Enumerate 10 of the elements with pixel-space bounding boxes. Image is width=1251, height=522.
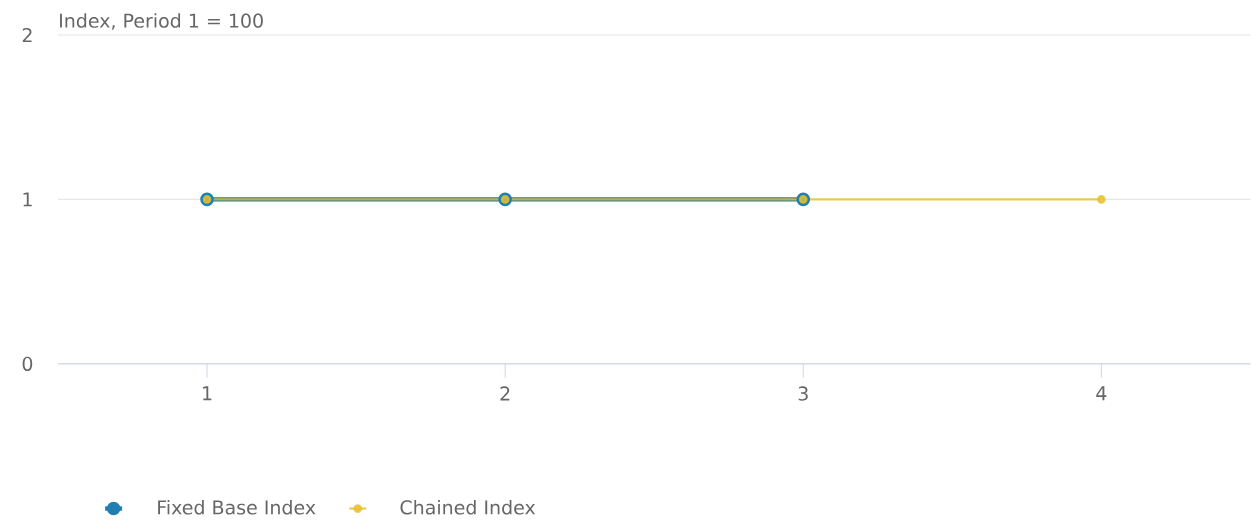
legend-label: Chained Index [400, 500, 536, 515]
y-tick-label: 1 [23, 192, 32, 207]
legend-label: Fixed Base Index [158, 500, 316, 515]
x-tick-label: 1 [203, 386, 212, 401]
y-tick-label: 2 [22, 28, 32, 43]
x-tick-label: 3 [798, 386, 808, 401]
x-tick-label: 4 [1096, 386, 1107, 401]
y-axis-title: Index, Period 1 = 100 [60, 13, 263, 30]
y-tick-label: 0 [22, 356, 33, 372]
x-tick-label: 2 [500, 386, 510, 401]
